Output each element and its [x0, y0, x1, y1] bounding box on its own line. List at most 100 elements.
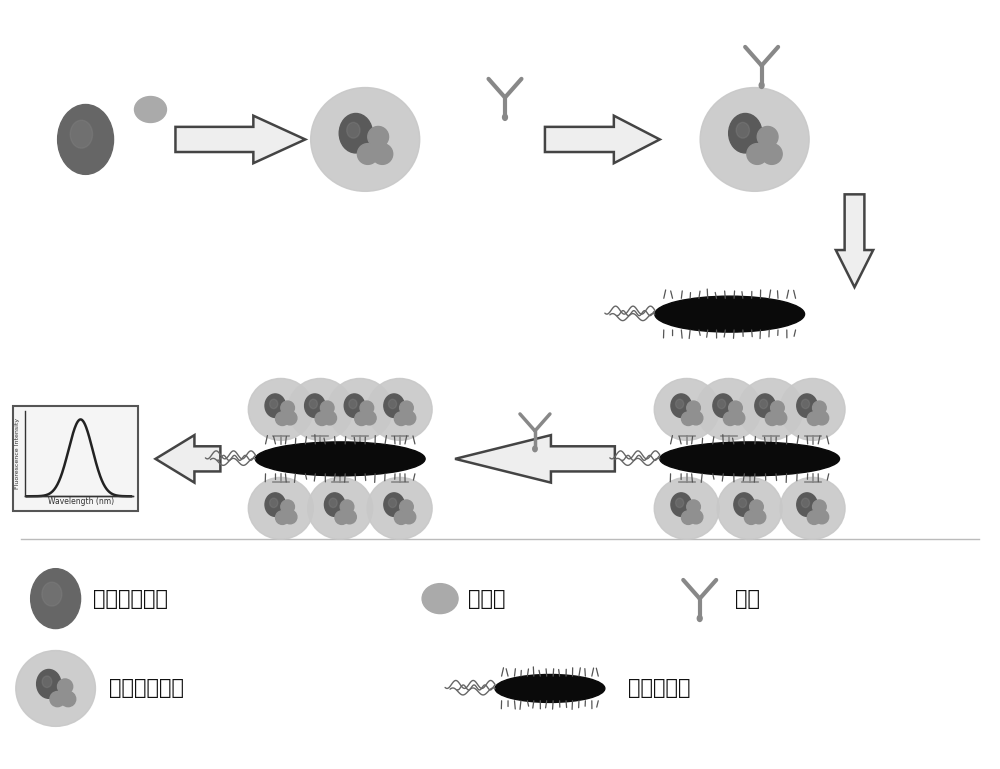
- Ellipse shape: [276, 511, 289, 524]
- Ellipse shape: [58, 679, 73, 694]
- FancyBboxPatch shape: [13, 407, 138, 511]
- Ellipse shape: [339, 114, 372, 153]
- Ellipse shape: [16, 651, 95, 727]
- Ellipse shape: [255, 442, 425, 476]
- Ellipse shape: [328, 378, 393, 441]
- Ellipse shape: [687, 401, 700, 414]
- Ellipse shape: [308, 478, 373, 539]
- Ellipse shape: [736, 122, 749, 138]
- Ellipse shape: [771, 401, 784, 414]
- Ellipse shape: [813, 401, 826, 414]
- Ellipse shape: [360, 401, 374, 414]
- Ellipse shape: [344, 394, 365, 418]
- Ellipse shape: [394, 511, 408, 524]
- Ellipse shape: [780, 478, 845, 539]
- Ellipse shape: [752, 510, 766, 524]
- Ellipse shape: [384, 493, 404, 516]
- Polygon shape: [455, 435, 615, 483]
- Ellipse shape: [681, 412, 695, 425]
- Ellipse shape: [759, 82, 764, 88]
- Ellipse shape: [738, 378, 803, 441]
- Ellipse shape: [400, 500, 413, 514]
- Ellipse shape: [402, 510, 416, 524]
- Ellipse shape: [281, 500, 294, 514]
- Ellipse shape: [773, 411, 787, 425]
- Ellipse shape: [270, 399, 278, 408]
- Ellipse shape: [248, 378, 313, 441]
- Ellipse shape: [654, 378, 719, 441]
- Ellipse shape: [654, 478, 719, 539]
- Ellipse shape: [281, 401, 294, 414]
- Ellipse shape: [363, 411, 376, 425]
- Ellipse shape: [747, 144, 768, 165]
- Ellipse shape: [422, 584, 458, 614]
- Polygon shape: [155, 435, 220, 483]
- Ellipse shape: [340, 500, 354, 514]
- Ellipse shape: [495, 674, 605, 702]
- Ellipse shape: [697, 615, 702, 621]
- Ellipse shape: [807, 412, 821, 425]
- Ellipse shape: [676, 399, 684, 408]
- Ellipse shape: [248, 478, 313, 539]
- Ellipse shape: [367, 478, 432, 539]
- Ellipse shape: [394, 412, 408, 425]
- Ellipse shape: [384, 394, 404, 418]
- Ellipse shape: [265, 394, 285, 418]
- Ellipse shape: [31, 568, 81, 628]
- Ellipse shape: [681, 511, 695, 524]
- Ellipse shape: [320, 401, 334, 414]
- Text: 双功能纳米球: 双功能纳米球: [109, 678, 184, 698]
- Ellipse shape: [689, 510, 703, 524]
- Ellipse shape: [70, 120, 93, 148]
- Ellipse shape: [696, 378, 761, 441]
- Ellipse shape: [388, 399, 397, 408]
- Ellipse shape: [335, 511, 349, 524]
- Polygon shape: [545, 115, 660, 163]
- Ellipse shape: [807, 511, 821, 524]
- Ellipse shape: [58, 105, 114, 175]
- Ellipse shape: [37, 670, 61, 698]
- Ellipse shape: [355, 412, 368, 425]
- Text: 抗体: 抗体: [735, 588, 760, 608]
- Ellipse shape: [276, 412, 289, 425]
- Text: Fluorescence Intensity: Fluorescence Intensity: [15, 418, 20, 489]
- Ellipse shape: [283, 510, 297, 524]
- Ellipse shape: [388, 498, 397, 508]
- Text: 目标致病菌: 目标致病菌: [628, 678, 690, 698]
- Ellipse shape: [731, 411, 745, 425]
- Ellipse shape: [700, 88, 809, 191]
- Text: 量子点: 量子点: [468, 588, 506, 608]
- Ellipse shape: [750, 500, 763, 514]
- Ellipse shape: [61, 691, 76, 707]
- Ellipse shape: [323, 411, 337, 425]
- Ellipse shape: [305, 394, 325, 418]
- Text: 磁性纳米颗粒: 磁性纳米颗粒: [93, 588, 168, 608]
- Ellipse shape: [738, 498, 747, 508]
- Ellipse shape: [729, 114, 762, 153]
- Ellipse shape: [813, 500, 826, 514]
- Ellipse shape: [723, 412, 737, 425]
- Ellipse shape: [815, 510, 829, 524]
- Ellipse shape: [713, 394, 733, 418]
- Ellipse shape: [311, 88, 420, 191]
- Ellipse shape: [671, 493, 691, 516]
- Ellipse shape: [135, 97, 166, 122]
- Ellipse shape: [761, 144, 782, 165]
- Ellipse shape: [744, 511, 758, 524]
- Ellipse shape: [357, 144, 378, 165]
- Ellipse shape: [801, 498, 810, 508]
- Ellipse shape: [717, 399, 726, 408]
- Ellipse shape: [729, 401, 742, 414]
- Ellipse shape: [42, 676, 52, 687]
- Ellipse shape: [533, 446, 537, 451]
- Ellipse shape: [283, 411, 297, 425]
- Ellipse shape: [797, 493, 817, 516]
- Ellipse shape: [270, 498, 278, 508]
- Ellipse shape: [265, 493, 285, 516]
- Ellipse shape: [757, 126, 778, 147]
- Ellipse shape: [367, 378, 432, 441]
- Polygon shape: [175, 115, 305, 163]
- Ellipse shape: [50, 691, 65, 707]
- Ellipse shape: [655, 296, 805, 332]
- Ellipse shape: [315, 412, 329, 425]
